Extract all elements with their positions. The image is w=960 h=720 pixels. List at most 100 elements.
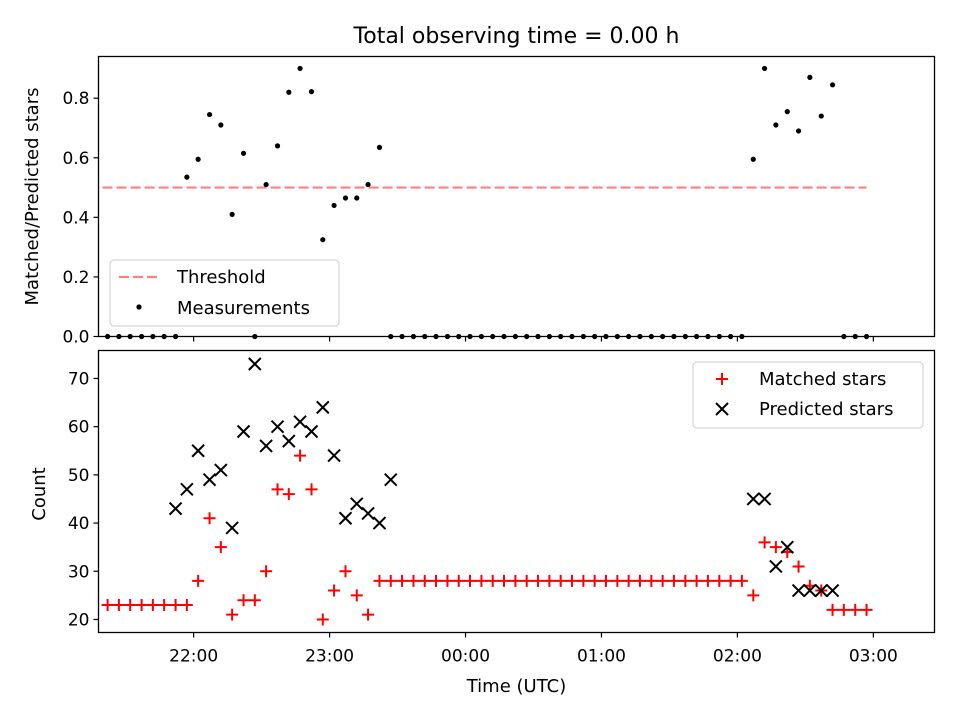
matched-star-point (430, 574, 443, 587)
predicted-star-point (814, 583, 828, 598)
predicted-legend-icon (715, 402, 729, 416)
predicted-star-point (746, 492, 761, 506)
matched-star-point (701, 574, 714, 587)
matched-star-point (260, 565, 273, 578)
top-y-tick-label: 0.0 (62, 328, 89, 348)
measurement-point (240, 150, 247, 156)
measurement-point (274, 143, 281, 149)
matched-star-point (305, 483, 318, 496)
matched-star-point (112, 599, 125, 612)
measurement-point (331, 202, 337, 209)
predicted-star-point (248, 357, 262, 371)
top-y-tick-label: 0.2 (62, 268, 89, 288)
matched-star-point (713, 574, 726, 587)
matched-star-point (656, 574, 669, 587)
predicted-star-point (304, 424, 319, 439)
top-legend: Threshold Measurements (109, 259, 340, 327)
matched-star-point (384, 574, 397, 587)
matched-star-point (622, 574, 635, 587)
measurement-point (818, 113, 824, 119)
matched-star-point (645, 574, 658, 587)
predicted-star-point (361, 506, 375, 521)
predicted-star-point (168, 501, 183, 516)
matched-star-point (373, 574, 386, 587)
measurement-point (286, 89, 292, 95)
matched-star-point (362, 608, 375, 621)
bottom-y-ticks: 20 30 40 50 60 70 (68, 369, 99, 630)
matched-star-point (203, 512, 216, 525)
measurement-point (263, 181, 269, 188)
matched-star-point (350, 589, 363, 602)
measurement-point (761, 65, 768, 72)
predicted-star-point (293, 415, 307, 429)
matched-star-point (531, 574, 544, 587)
matched-star-point (282, 488, 295, 501)
measurement-point (195, 156, 201, 162)
matched-star-point (407, 574, 420, 587)
matched-star-point (611, 574, 624, 587)
matched-stars-points (101, 449, 873, 626)
predicted-star-point (270, 419, 285, 434)
measurement-point (342, 195, 349, 201)
predicted-star-point (372, 516, 387, 530)
matched-star-point (226, 608, 239, 621)
top-legend-box (109, 259, 340, 327)
matched-star-point (577, 574, 590, 587)
predicted-star-point (350, 497, 364, 511)
x-tick-label: 00:00 (441, 647, 490, 667)
bottom-axes-frame (97, 349, 936, 634)
top-x-ticks (193, 336, 874, 342)
predicted-star-point (791, 583, 806, 598)
predicted-star-point (803, 583, 817, 598)
matched-star-point (769, 541, 782, 554)
measurement-point (354, 195, 360, 201)
measurements-legend-label: Measurements (177, 298, 310, 319)
matched-legend-label: Matched stars (759, 369, 886, 390)
predicted-star-point (338, 511, 353, 525)
matched-star-point (464, 574, 477, 587)
predicted-star-point (384, 472, 398, 487)
bottom-x-ticks: 22:00 23:00 00:00 01:00 02:00 03:00 (169, 632, 898, 667)
predicted-star-point (769, 559, 783, 574)
bottom-legend-box (692, 361, 924, 429)
measurement-point (807, 74, 813, 80)
bottom-y-tick-label: 50 (68, 466, 90, 486)
measurement-point (206, 111, 213, 118)
matched-star-point (520, 574, 533, 587)
matched-star-point (146, 599, 159, 612)
matched-star-point (735, 574, 748, 587)
predicted-star-point (259, 439, 273, 453)
x-tick-label: 01:00 (577, 647, 626, 667)
matched-star-point (667, 574, 680, 587)
matched-star-point (158, 599, 171, 612)
x-tick-label: 02:00 (713, 647, 762, 667)
matched-star-point (475, 574, 488, 587)
bottom-y-tick-label: 20 (68, 610, 90, 630)
matched-star-point (565, 574, 578, 587)
matched-star-point (758, 536, 771, 549)
predicted-star-point (757, 492, 772, 506)
matched-star-point (294, 449, 307, 462)
matched-star-point (486, 574, 499, 587)
matched-star-point (543, 574, 556, 587)
matched-star-point (316, 613, 329, 626)
matched-star-point (124, 599, 137, 612)
bottom-y-tick-label: 60 (68, 418, 90, 438)
measurement-point (829, 82, 836, 88)
measurement-point (784, 109, 790, 115)
top-y-ticks: 0.0 0.2 0.4 0.6 0.8 (62, 89, 99, 348)
bottom-y-tick-label: 40 (68, 514, 90, 534)
matched-star-point (837, 603, 850, 616)
measurement-point (184, 174, 190, 180)
top-y-tick-label: 0.6 (62, 149, 89, 169)
predicted-star-point (191, 444, 205, 458)
measurement-point (773, 122, 779, 128)
predicted-star-point (236, 424, 251, 439)
predicted-stars-points (168, 357, 840, 598)
matched-star-point (633, 574, 646, 587)
matched-star-point (271, 483, 284, 496)
matched-star-point (192, 574, 205, 587)
predicted-star-point (225, 521, 239, 535)
measurement-point (795, 128, 802, 134)
